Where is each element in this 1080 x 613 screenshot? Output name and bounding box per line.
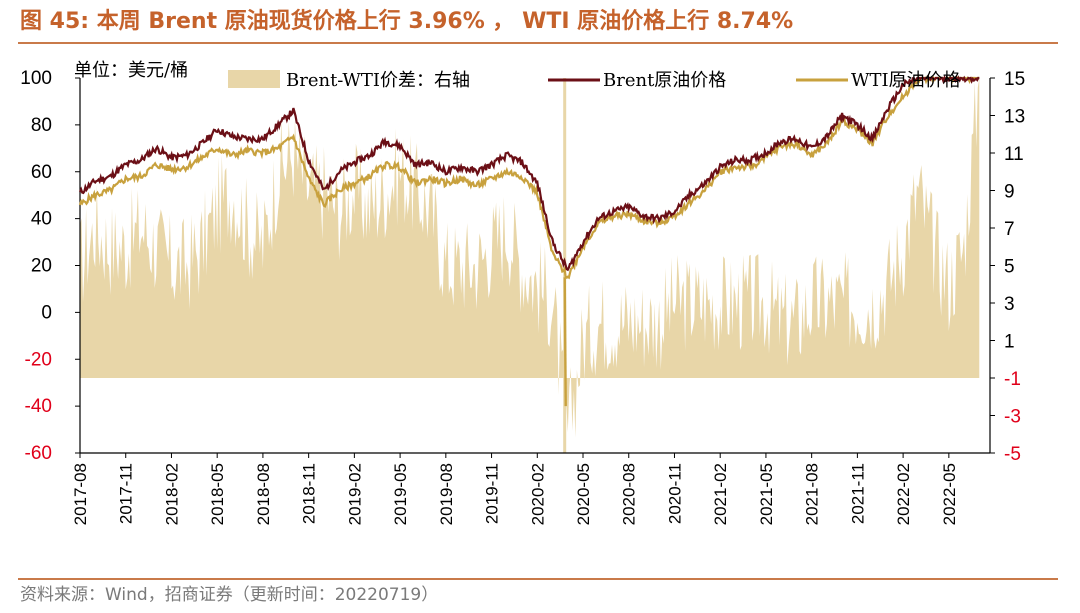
right-tick-label: 15 <box>1004 69 1025 90</box>
x-tick-label: 2019-05 <box>391 463 410 525</box>
x-tick-label: 2020-05 <box>574 463 593 525</box>
right-tick-label: 9 <box>1004 182 1015 203</box>
legend-spread-swatch <box>228 70 280 88</box>
x-tick-label: 2021-05 <box>757 463 776 525</box>
x-tick-label: 2017-11 <box>117 463 136 524</box>
page-title: 图 45: 本周 Brent 原油现货价格上行 3.96% ， WTI 原油价格… <box>20 9 794 34</box>
left-tick-label: 0 <box>41 302 52 323</box>
x-tick-label: 2022-05 <box>940 463 959 525</box>
price-chart: 100 80 60 40 20 0 -20 -40 -60 15 13 11 9 7 5 3 1 -1 -3 -5 20… <box>20 60 1025 525</box>
x-tick-label: 2019-02 <box>345 463 364 525</box>
footer-divider <box>18 578 1058 580</box>
x-tick-label: 2018-08 <box>254 463 273 525</box>
x-tick-label: 2019-08 <box>437 463 456 525</box>
right-tick-label: -1 <box>1004 369 1021 390</box>
right-tick-label: 5 <box>1004 257 1015 278</box>
legend: Brent-WTI价差：右轴 Brent原油价格 WTI原油价格 <box>228 70 961 91</box>
x-tick-label: 2021-08 <box>803 463 822 525</box>
left-tick-label: 80 <box>31 115 52 136</box>
x-tick-label: 2019-11 <box>483 463 502 524</box>
x-tick-label: 2022-02 <box>894 463 913 525</box>
wti-negative-spike <box>563 277 567 407</box>
right-tick-label: -5 <box>1004 444 1021 465</box>
legend-spread-label: Brent-WTI价差：右轴 <box>286 70 470 91</box>
wti-line <box>78 74 980 280</box>
right-tick-label: 3 <box>1004 294 1015 315</box>
title-divider <box>18 42 1058 44</box>
brent-line <box>78 74 980 272</box>
source-note: 资料来源：Wind，招商证券（更新时间：20220719） <box>20 585 439 605</box>
x-tick-label: 2021-11 <box>848 463 867 524</box>
legend-wti-label: WTI原油价格 <box>851 70 961 91</box>
axes-layer <box>75 77 995 458</box>
x-tick-label: 2018-05 <box>208 463 227 525</box>
x-tick-label: 2020-11 <box>665 463 684 524</box>
unit-label: 单位：美元/桶 <box>74 60 188 81</box>
left-tick-label: 20 <box>31 256 52 277</box>
right-tick-label: 13 <box>1004 107 1025 128</box>
left-tick-label: 100 <box>20 68 52 89</box>
left-tick-label: 60 <box>31 162 52 183</box>
tick-labels-layer: 100 80 60 40 20 0 -20 -40 -60 15 13 11 9 7 5 3 1 -1 -3 -5 20… <box>20 68 1025 525</box>
x-tick-label: 2017-08 <box>71 463 90 525</box>
left-tick-label: 40 <box>31 209 52 230</box>
spread-area <box>80 78 980 438</box>
x-tick-label: 2020-08 <box>620 463 639 525</box>
right-tick-label: 1 <box>1004 332 1015 353</box>
right-tick-label: -3 <box>1004 407 1021 428</box>
x-tick-label: 2018-02 <box>162 463 181 525</box>
legend-brent-label: Brent原油价格 <box>603 70 726 91</box>
x-tick-label: 2020-02 <box>528 463 547 525</box>
right-tick-label: 11 <box>1004 144 1024 165</box>
spread-area-layer <box>80 78 980 453</box>
x-tick-label: 2018-11 <box>300 463 319 524</box>
left-tick-label: -40 <box>25 396 52 417</box>
price-lines-layer <box>78 74 980 407</box>
left-tick-label: -60 <box>25 443 52 464</box>
x-tick-label: 2021-02 <box>711 463 730 525</box>
left-tick-label: -20 <box>25 349 52 370</box>
right-tick-label: 7 <box>1004 219 1015 240</box>
